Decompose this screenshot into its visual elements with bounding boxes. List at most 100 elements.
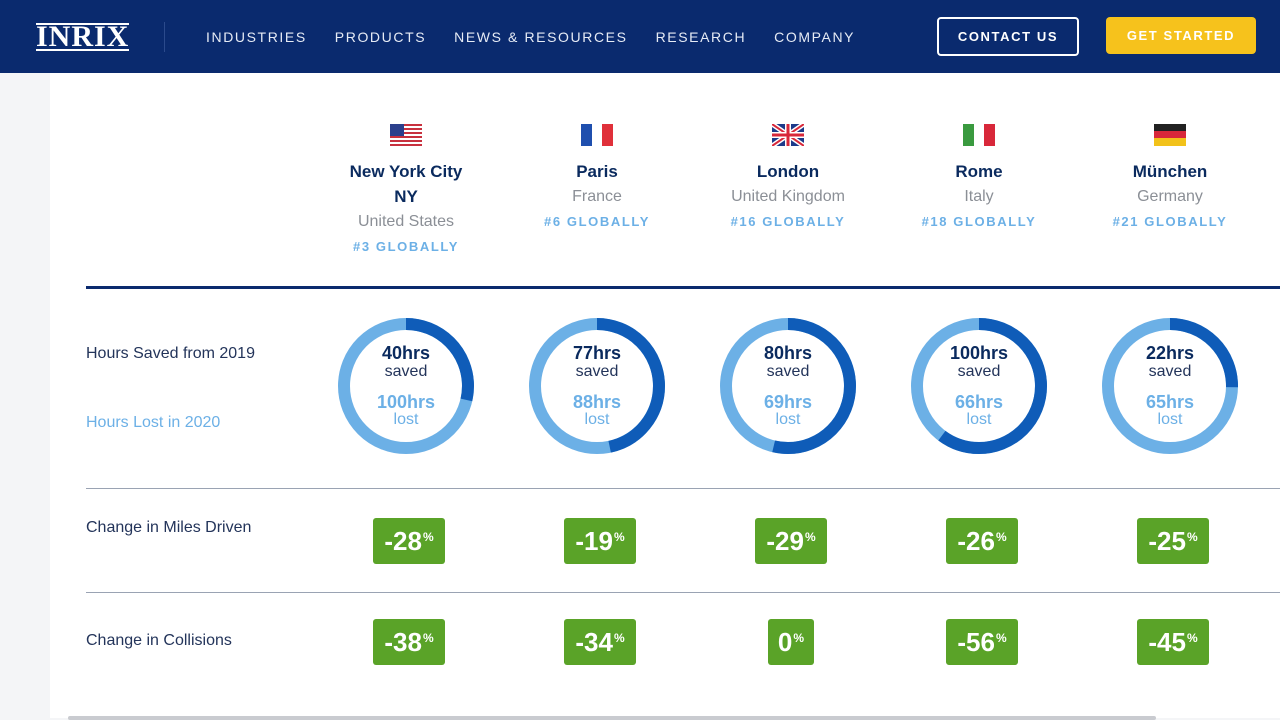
miles-change-value: -25 <box>1148 525 1186 556</box>
collisions-change-value: -34 <box>575 626 613 657</box>
city-name: München <box>1132 162 1208 181</box>
percent-sign: % <box>1186 530 1198 544</box>
city-country: United States <box>357 213 455 230</box>
collisions-change-value: 0 <box>777 626 793 657</box>
contact-us-button[interactable]: CONTACT US <box>937 17 1079 56</box>
hours-saved-value: 100hrs <box>949 343 1009 363</box>
miles-change-badge: -26% <box>946 518 1018 564</box>
city-column-4: München Germany #21 GLOBALLY <box>1075 124 1265 235</box>
saved-arc <box>338 318 474 454</box>
hours-donut-chart: 77hrs saved 88hrs lost <box>527 316 667 456</box>
percent-sign: % <box>422 530 434 544</box>
miles-change-value: -29 <box>766 525 804 556</box>
inrix-logo[interactable]: INRIX <box>36 20 130 53</box>
collisions-change-badge: -38% <box>373 619 445 665</box>
city-name: New York City <box>349 162 463 181</box>
lost-label: lost <box>1157 411 1183 428</box>
global-rank: #16 GLOBALLY <box>730 214 846 229</box>
percent-sign: % <box>804 530 816 544</box>
city-name: Paris <box>576 162 618 181</box>
saved-label: saved <box>766 363 810 380</box>
percent-sign: % <box>995 631 1007 645</box>
header-rule <box>86 286 1280 289</box>
miles-change-badge: -19% <box>564 518 636 564</box>
city-column-0: New York City NY United States #3 GLOBALLY <box>311 124 501 260</box>
collisions-change-badge: -56% <box>946 619 1018 665</box>
miles-change-value: -28 <box>384 525 422 556</box>
lost-label: lost <box>775 411 801 428</box>
saved-label: saved <box>1148 363 1192 380</box>
site-header: INRIX INDUSTRIES PRODUCTS NEWS & RESOURC… <box>0 0 1280 73</box>
collisions-change-badge: -34% <box>564 619 636 665</box>
nav-news-resources[interactable]: NEWS & RESOURCES <box>454 29 628 45</box>
city-state: NY <box>394 187 418 206</box>
row-divider-2 <box>86 592 1280 593</box>
saved-label: saved <box>384 363 428 380</box>
hours-donut-chart: 100hrs saved 66hrs lost <box>909 316 1049 456</box>
hours-donut-chart: 40hrs saved 100hrs lost <box>336 316 476 456</box>
percent-sign: % <box>995 530 1007 544</box>
hours-donut-chart: 22hrs saved 65hrs lost <box>1100 316 1240 456</box>
percent-sign: % <box>1186 631 1198 645</box>
saved-arc <box>911 318 1047 454</box>
hours-saved-label: Hours Saved from 2019 <box>86 345 255 362</box>
hours-lost-value: 100hrs <box>376 392 436 412</box>
global-rank: #18 GLOBALLY <box>921 214 1037 229</box>
uk-flag-icon <box>770 121 806 149</box>
hours-saved-value: 80hrs <box>763 343 813 363</box>
saved-label: saved <box>575 363 619 380</box>
hours-lost-label: Hours Lost in 2020 <box>86 414 221 431</box>
percent-sign: % <box>613 530 625 544</box>
nav-research[interactable]: RESEARCH <box>655 29 747 45</box>
percent-sign: % <box>793 631 805 645</box>
global-rank: #3 GLOBALLY <box>353 239 459 254</box>
percent-sign: % <box>422 631 434 645</box>
miles-change-value: -19 <box>575 525 613 556</box>
us-flag-icon <box>390 124 422 146</box>
miles-change-badge: -28% <box>373 518 445 564</box>
collisions-change-badge: 0% <box>768 619 814 665</box>
city-country: France <box>572 188 622 205</box>
collisions-label: Change in Collisions <box>86 632 232 649</box>
hours-lost-value: 65hrs <box>1145 392 1195 412</box>
city-column-3: Rome Italy #18 GLOBALLY <box>884 124 1074 235</box>
germany-flag-icon <box>1154 124 1186 146</box>
nav-company[interactable]: COMPANY <box>774 29 856 45</box>
city-country: Germany <box>1137 188 1203 205</box>
get-started-button[interactable]: GET STARTED <box>1106 17 1256 54</box>
hours-saved-value: 77hrs <box>572 343 622 363</box>
miles-change-badge: -25% <box>1137 518 1209 564</box>
saved-arc <box>1102 318 1238 454</box>
city-name: London <box>756 162 820 181</box>
lost-label: lost <box>966 411 992 428</box>
collisions-change-value: -56 <box>957 626 995 657</box>
city-column-1: Paris France #6 GLOBALLY <box>502 124 692 235</box>
miles-change-badge: -29% <box>755 518 827 564</box>
miles-change-value: -26 <box>957 525 995 556</box>
collisions-change-value: -38 <box>384 626 422 657</box>
hours-lost-value: 69hrs <box>763 392 813 412</box>
global-rank: #6 GLOBALLY <box>544 214 650 229</box>
city-country: Italy <box>964 188 994 205</box>
miles-driven-label: Change in Miles Driven <box>86 519 252 536</box>
saved-arc <box>529 318 665 454</box>
row-divider-1 <box>86 488 1280 489</box>
hours-donut-chart: 80hrs saved 69hrs lost <box>718 316 858 456</box>
collisions-change-badge: -45% <box>1137 619 1209 665</box>
france-flag-icon <box>581 124 613 146</box>
hours-lost-value: 66hrs <box>954 392 1004 412</box>
global-rank: #21 GLOBALLY <box>1112 214 1228 229</box>
header-divider <box>164 22 165 52</box>
horizontal-scrollbar[interactable] <box>68 716 1156 720</box>
nav-products[interactable]: PRODUCTS <box>334 29 427 45</box>
nav-industries[interactable]: INDUSTRIES <box>206 29 307 45</box>
hours-saved-value: 40hrs <box>381 343 431 363</box>
hours-saved-value: 22hrs <box>1145 343 1195 363</box>
city-column-2: London United Kingdom #16 GLOBALLY <box>693 121 883 235</box>
main-nav: INDUSTRIES PRODUCTS NEWS & RESOURCES RES… <box>206 29 883 45</box>
italy-flag-icon <box>963 124 995 146</box>
city-country: United Kingdom <box>731 188 845 205</box>
lost-label: lost <box>584 411 610 428</box>
collisions-change-value: -45 <box>1148 626 1186 657</box>
lost-label: lost <box>393 411 419 428</box>
